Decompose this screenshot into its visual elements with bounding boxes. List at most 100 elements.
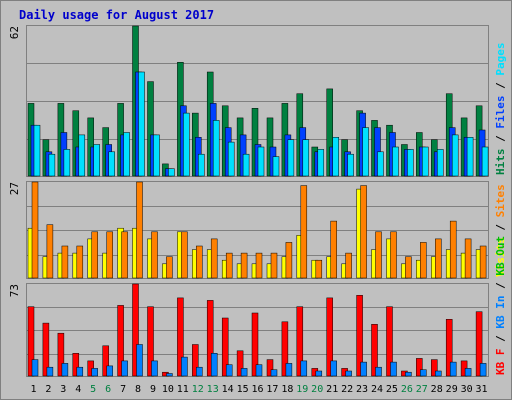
bar-top-pages-day-18 — [287, 139, 295, 177]
bar-bottom-kb-in-day-16 — [255, 364, 263, 377]
bar-middle-sites-day-28 — [435, 238, 442, 279]
bar-middle-sites-day-21 — [330, 220, 337, 279]
bar-bottom-kb-in-day-6 — [106, 365, 113, 377]
bar-middle-sites-day-9 — [151, 231, 158, 279]
bar-middle-sites-day-17 — [270, 252, 278, 279]
bar-top-pages-day-12 — [198, 153, 205, 177]
bar-middle-sites-day-19 — [300, 185, 308, 279]
day-label-3: 3 — [60, 384, 66, 395]
day-label-21: 21 — [326, 384, 338, 395]
panel-bottom: 73 KB F / KB In / KB Out — [8, 236, 507, 377]
bar-middle-sites-day-22 — [345, 252, 352, 279]
bar-bottom-kb-in-day-28 — [435, 370, 442, 377]
day-label-18: 18 — [281, 384, 293, 395]
bar-bottom-kb-in-day-3 — [61, 363, 69, 377]
bar-top-pages-day-30 — [466, 137, 474, 177]
panel-top: 62 Hits / Files / Pages — [8, 25, 507, 177]
bar-top-pages-day-6 — [108, 151, 115, 177]
bar-top-pages-day-9 — [153, 134, 160, 177]
bar-middle-sites-day-6 — [106, 231, 113, 279]
bar-bottom-kb-f-day-23 — [356, 295, 363, 377]
legend-part-middle-0: Visits — [494, 237, 507, 277]
day-label-11: 11 — [177, 384, 189, 395]
bar-bottom-kb-f-day-25 — [386, 306, 393, 377]
bar-bottom-kb-in-day-11 — [181, 356, 188, 377]
panel-middle: 27 Visits / Sites — [8, 181, 507, 279]
bar-top-pages-day-14 — [227, 141, 235, 177]
day-label-9: 9 — [150, 384, 156, 395]
bar-middle-sites-day-11 — [181, 231, 188, 279]
bar-bottom-kb-in-day-8 — [136, 344, 143, 377]
bar-middle-sites-day-13 — [210, 238, 218, 279]
day-label-17: 17 — [266, 384, 278, 395]
bar-middle-sites-day-1 — [31, 181, 39, 279]
day-label-5: 5 — [90, 384, 96, 395]
day-label-30: 30 — [461, 384, 473, 395]
bar-bottom-kb-f-day-7 — [117, 305, 124, 377]
bar-bottom-kb-f-day-16 — [251, 312, 259, 377]
bar-top-pages-day-31 — [481, 146, 489, 177]
bar-top-pages-day-8 — [138, 71, 145, 177]
bar-top-pages-day-29 — [451, 134, 459, 177]
day-label-16: 16 — [251, 384, 263, 395]
bar-bottom-kb-f-day-4 — [72, 353, 80, 377]
bar-top-pages-day-4 — [78, 134, 86, 177]
day-label-13: 13 — [207, 384, 219, 395]
day-label-27: 27 — [416, 384, 428, 395]
bar-top-pages-day-25 — [392, 146, 399, 177]
bar-middle-sites-day-16 — [255, 252, 263, 279]
bar-bottom-kb-in-day-4 — [76, 366, 84, 377]
legend-part-bottom-0: KB F — [494, 349, 507, 376]
bar-bottom-kb-f-day-31 — [475, 311, 483, 377]
bar-middle-sites-day-10 — [166, 256, 173, 279]
day-label-7: 7 — [120, 384, 126, 395]
bar-top-pages-day-27 — [422, 146, 429, 177]
bar-top-pages-day-3 — [63, 149, 71, 177]
legend-part-top-3: / — [494, 76, 507, 96]
day-label-4: 4 — [75, 384, 81, 395]
chart-title: Daily usage for August 2017 — [19, 8, 214, 22]
bar-top-pages-day-15 — [242, 153, 250, 177]
legend-part-top-2: Files — [494, 96, 507, 129]
bar-bottom-kb-f-day-27 — [416, 358, 423, 377]
bar-top-pages-day-19 — [302, 139, 310, 177]
bar-bottom-kb-in-day-20 — [315, 370, 323, 377]
bar-middle-sites-day-26 — [405, 256, 412, 279]
panel-top-ymax-label: 62 — [8, 26, 21, 39]
bar-bottom-kb-f-day-24 — [371, 324, 378, 377]
bar-bottom-kb-in-day-17 — [270, 369, 278, 377]
bar-bottom-kb-f-day-8 — [132, 283, 139, 377]
bar-bottom-kb-in-day-29 — [449, 361, 457, 377]
bar-top-pages-day-13 — [212, 120, 220, 177]
bar-bottom-kb-f-day-14 — [221, 317, 229, 377]
bar-bottom-kb-in-day-27 — [420, 369, 427, 377]
legend-part-top-0: Hits — [494, 149, 507, 176]
panel-bottom-ymax-label: 73 — [8, 284, 21, 297]
panel-top-legend: Hits / Files / Pages — [494, 43, 507, 176]
bar-top-pages-day-21 — [332, 137, 339, 177]
bar-middle-sites-day-8 — [136, 181, 143, 279]
bar-top-pages-day-16 — [257, 146, 265, 177]
bar-top-pages-day-20 — [317, 149, 325, 177]
bar-bottom-kb-f-day-13 — [206, 300, 214, 377]
legend-part-bottom-2: KB In — [494, 296, 507, 329]
bar-bottom-kb-in-day-12 — [196, 366, 203, 377]
bar-bottom-kb-in-day-25 — [390, 361, 397, 377]
bar-middle-sites-day-18 — [285, 242, 293, 279]
bar-bottom-kb-in-day-13 — [210, 353, 218, 377]
bar-bottom-kb-in-day-21 — [330, 360, 337, 377]
bar-bottom-kb-in-day-31 — [479, 363, 487, 377]
bar-middle-sites-day-12 — [196, 245, 203, 279]
bar-bottom-kb-f-day-3 — [57, 332, 65, 377]
bar-bottom-kb-f-day-12 — [192, 344, 199, 377]
day-label-19: 19 — [296, 384, 308, 395]
day-label-28: 28 — [431, 384, 443, 395]
day-label-24: 24 — [371, 384, 383, 395]
bar-bottom-kb-in-day-30 — [464, 368, 472, 377]
bar-top-pages-day-26 — [407, 149, 414, 177]
bar-bottom-kb-f-day-17 — [266, 359, 274, 377]
bar-bottom-kb-f-day-1 — [27, 306, 35, 377]
bar-bottom-kb-f-day-6 — [102, 345, 109, 377]
bar-bottom-kb-f-day-28 — [431, 359, 438, 377]
